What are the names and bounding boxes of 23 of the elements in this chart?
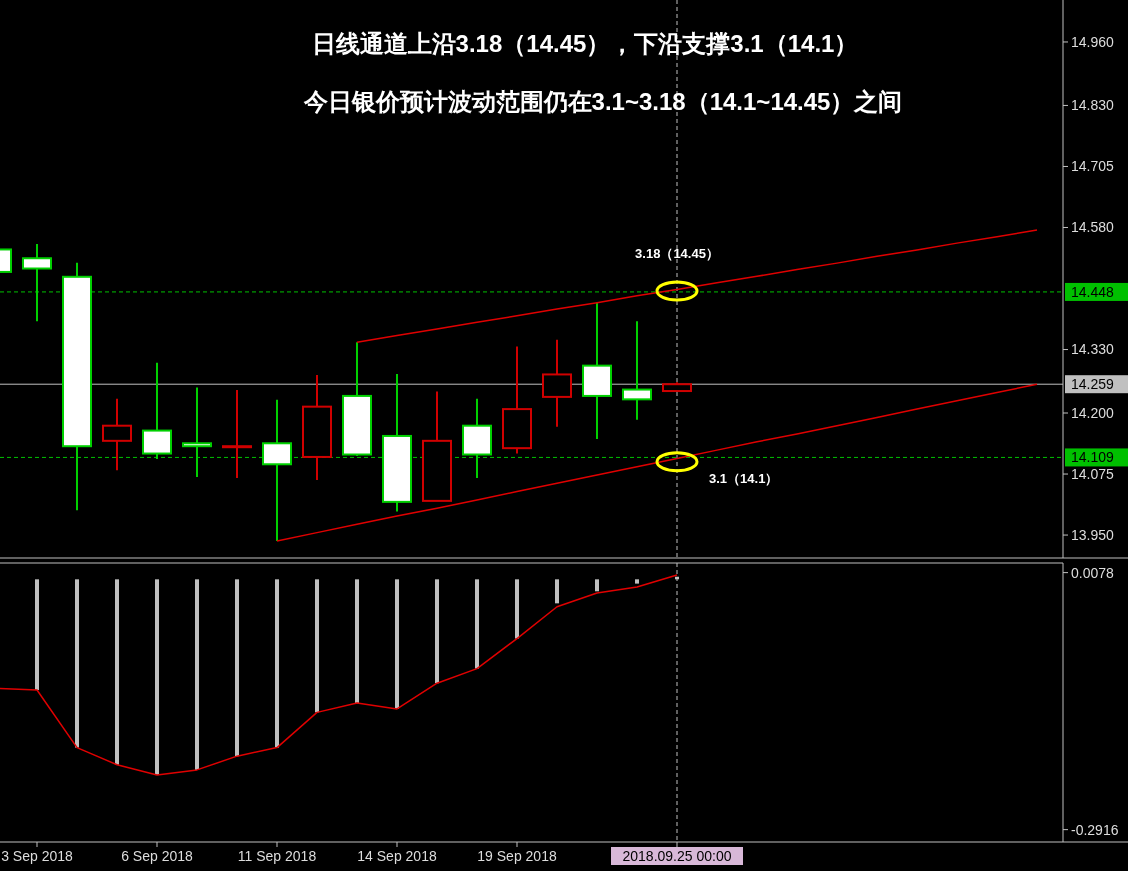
y-tick-label: 14.075 [1071,465,1115,482]
x-tick-label: 6 Sep 2018 [121,848,194,864]
x-tick-label: 3 Sep 2018 [1,848,74,864]
y-tick-label: 14.580 [1071,219,1115,236]
y-tick-label: 14.200 [1071,404,1115,421]
text: 今日银价预计波动范围仍在3.1~3.18（14.1~14.45）之间 [302,88,903,115]
ref-line-label: 14.259 [1071,376,1115,393]
y-tick-label: 14.830 [1071,97,1115,114]
x-tick-label: 2018.09.25 00:00 [622,848,732,864]
y-tick-label: 14.330 [1071,341,1115,358]
y-tick-label: 13.950 [1071,526,1115,543]
y-tick-label: 14.960 [1071,33,1115,50]
ref-line-label: 14.109 [1071,449,1115,466]
text: 日线通道上沿3.18（14.45），下沿支撑3.1（14.1） [311,30,859,57]
x-tick-label: 14 Sep 2018 [357,848,437,864]
x-tick-label: 19 Sep 2018 [477,848,557,864]
y-tick-label: 14.705 [1071,158,1115,175]
ref-line-label: 14.448 [1071,283,1115,300]
y-tick-label: -0.2916 [1071,821,1119,838]
x-tick-label: 11 Sep 2018 [237,848,317,864]
annotation: 3.18（14.45） [635,245,719,261]
y-tick-label: 0.0078 [1071,564,1115,581]
annotation: 3.1（14.1） [709,470,779,486]
